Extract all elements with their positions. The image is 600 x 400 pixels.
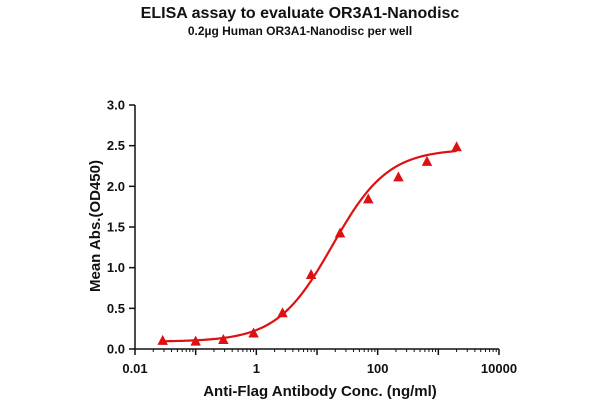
data-point bbox=[277, 307, 288, 318]
x-tick-label: 0.01 bbox=[122, 361, 147, 376]
x-tick-label: 10000 bbox=[481, 361, 517, 376]
data-point bbox=[305, 268, 317, 279]
y-tick-label: 2.0 bbox=[107, 179, 125, 194]
y-tick-label: 1.5 bbox=[107, 220, 125, 235]
chart-title: ELISA assay to evaluate OR3A1-Nanodisc bbox=[140, 5, 460, 22]
y-tick-label: 0.0 bbox=[107, 342, 125, 357]
y-ticks: 0.0 0.5 1.0 1.5 2.0 2.5 3.0 bbox=[107, 98, 135, 357]
y-tick-label: 2.5 bbox=[107, 138, 125, 153]
data-point bbox=[363, 193, 374, 204]
y-tick-label: 1.0 bbox=[107, 260, 125, 275]
y-tick-label: 3.0 bbox=[107, 98, 125, 113]
data-point bbox=[218, 334, 229, 345]
x-tick-label: 100 bbox=[367, 361, 389, 376]
data-point bbox=[248, 327, 259, 338]
data-point bbox=[393, 171, 404, 182]
x-axis-label: Anti-Flag Antibody Conc. (ng/ml) bbox=[203, 383, 437, 400]
axes bbox=[134, 105, 499, 350]
data-point bbox=[334, 227, 346, 238]
y-tick-label: 0.5 bbox=[107, 301, 125, 316]
x-tick-label: 1 bbox=[253, 361, 260, 376]
data-point bbox=[190, 335, 201, 346]
data-point bbox=[451, 141, 462, 152]
x-ticks: 0.01 1 100 10000 bbox=[122, 349, 517, 376]
y-axis-label: Mean Abs.(OD450) bbox=[87, 160, 104, 292]
data-points bbox=[157, 141, 462, 346]
data-point bbox=[157, 334, 168, 345]
fit-curve bbox=[162, 149, 457, 343]
chart-subtitle: 0.2µg Human OR3A1-Nanodisc per well bbox=[187, 24, 413, 38]
data-point bbox=[421, 155, 433, 166]
